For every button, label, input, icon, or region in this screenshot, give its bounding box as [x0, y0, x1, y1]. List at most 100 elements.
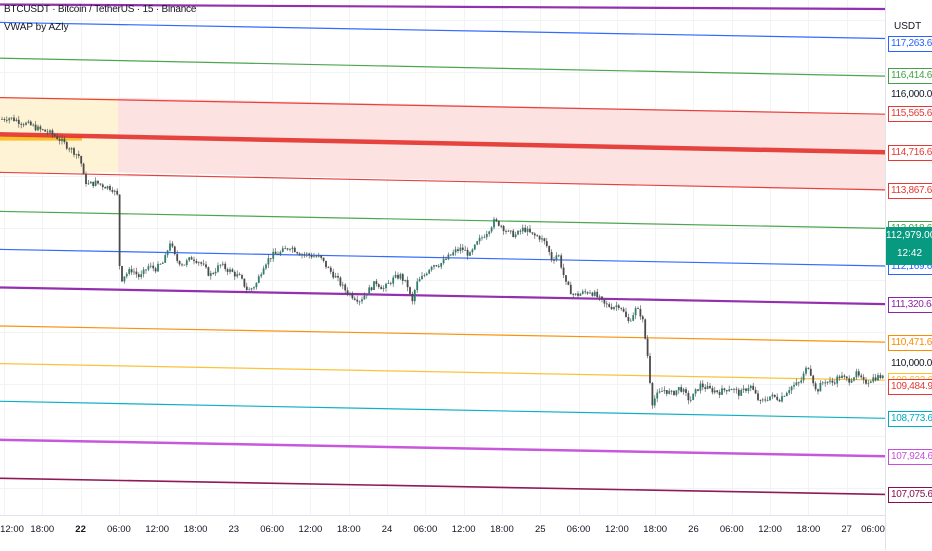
- candle-body: [793, 385, 795, 387]
- candle-body: [771, 394, 774, 397]
- indicator-title[interactable]: VWAP by AZly: [4, 22, 69, 33]
- candle-body: [730, 389, 733, 391]
- vwap-band-10: [0, 363, 885, 381]
- candle-body: [680, 387, 683, 392]
- candle-body: [341, 284, 344, 286]
- candle-body: [353, 298, 356, 300]
- candle-body: [569, 284, 572, 295]
- candle-body: [418, 279, 421, 282]
- candle-body: [181, 264, 183, 266]
- candle-body: [697, 389, 699, 391]
- candle-body: [879, 375, 882, 378]
- candle-body: [524, 227, 527, 232]
- candle-body: [776, 396, 779, 400]
- candle-body: [301, 254, 303, 256]
- candle-body: [461, 247, 464, 250]
- candle-body: [773, 394, 776, 397]
- candle-body: [591, 292, 594, 296]
- candle-body: [358, 301, 361, 303]
- candle-body: [850, 380, 853, 383]
- candle-body: [514, 234, 517, 237]
- candle-body: [519, 230, 522, 232]
- bar-countdown: 12:42: [896, 248, 923, 259]
- time-label: 06:00: [413, 524, 438, 535]
- price-tag: 116,000.00: [888, 87, 932, 104]
- candle-body: [685, 389, 687, 393]
- candle-body: [89, 181, 92, 184]
- candle-body: [615, 305, 618, 308]
- symbol-title[interactable]: BTCUSDT · Bitcoin / TetherUS · 15 · Bina…: [4, 4, 197, 15]
- price-tag: 116,414.63: [888, 68, 932, 85]
- candle-body: [99, 183, 102, 185]
- chart-canvas[interactable]: [0, 0, 885, 515]
- candle-body: [166, 250, 169, 256]
- candle-body: [411, 293, 414, 302]
- candle-body: [502, 225, 505, 232]
- candle-body: [531, 232, 534, 234]
- candle-body: [721, 388, 723, 395]
- candle-body: [495, 219, 498, 221]
- candle-body: [694, 389, 697, 394]
- candle-body: [140, 274, 143, 277]
- candle-body: [205, 264, 207, 268]
- candle-body: [613, 307, 615, 310]
- candle-body: [627, 317, 630, 321]
- candle-body: [154, 268, 157, 272]
- candle-body: [5, 119, 8, 121]
- candle-body: [409, 287, 411, 294]
- candle-body: [716, 390, 719, 393]
- candle-body: [788, 390, 791, 393]
- candle-body: [274, 251, 277, 254]
- candle-body: [605, 303, 608, 305]
- vwap-band-layer: [0, 3, 885, 496]
- candle-body: [639, 308, 642, 317]
- chart-area[interactable]: BTCUSDT · Bitcoin / TetherUS · 15 · Bina…: [0, 0, 885, 515]
- candle-body: [668, 390, 671, 394]
- candle-body: [454, 249, 457, 253]
- candle-body: [802, 373, 805, 381]
- candle-body: [13, 117, 15, 122]
- candle-body: [123, 276, 126, 282]
- candle-body: [113, 190, 116, 192]
- candle-body: [521, 227, 524, 232]
- candle-body: [706, 385, 709, 389]
- candle-body: [646, 338, 649, 356]
- candle-body: [733, 388, 735, 390]
- price-tag: 107,924.64: [888, 448, 932, 465]
- candle-body: [375, 281, 378, 285]
- candle-body: [509, 230, 512, 232]
- candle-body: [826, 381, 829, 383]
- candle-body: [485, 234, 488, 238]
- candle-body: [581, 291, 584, 294]
- candle-body: [320, 255, 323, 258]
- candle-body: [579, 293, 582, 296]
- candle-body: [399, 274, 402, 279]
- candle-body: [46, 131, 49, 133]
- candle-body: [752, 385, 755, 390]
- candle-body: [629, 320, 632, 322]
- candle-body: [392, 277, 395, 284]
- price-scale[interactable]: USDT 117,263.63 116,414.63 116,000.00 115,5…: [885, 0, 932, 550]
- candle-body: [533, 233, 536, 236]
- currency-label[interactable]: USDT: [894, 21, 922, 32]
- candle-body: [101, 184, 104, 188]
- candle-body: [77, 154, 80, 156]
- candle-body: [334, 275, 337, 278]
- candle-body: [749, 385, 752, 389]
- candle-body: [255, 282, 258, 288]
- candle-body: [538, 236, 541, 240]
- candle-body: [425, 273, 428, 275]
- candle-body: [471, 249, 474, 253]
- candle-body: [121, 266, 123, 282]
- candle-body: [1, 119, 3, 120]
- candle-body: [867, 382, 870, 384]
- vwap-band-11: [0, 400, 885, 419]
- candle-body: [118, 194, 121, 266]
- candle-body: [512, 230, 515, 237]
- candle-body: [147, 266, 150, 270]
- price-tag: 110,471.64: [888, 334, 932, 351]
- time-axis[interactable]: 12:00 18:00 22 06:00 12:00 18:00 23 06:00 12:00 1…: [0, 515, 885, 551]
- candle-body: [293, 247, 296, 253]
- candle-body: [44, 129, 47, 132]
- candle-body: [838, 376, 841, 378]
